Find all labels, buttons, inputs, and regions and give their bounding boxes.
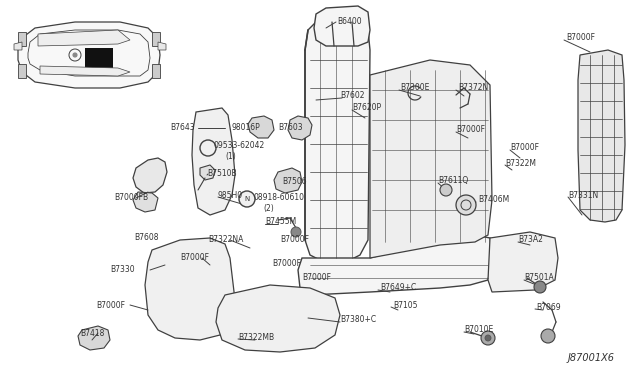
Text: B7069: B7069 xyxy=(536,302,561,311)
Polygon shape xyxy=(200,165,215,180)
Text: B7418: B7418 xyxy=(80,328,104,337)
Circle shape xyxy=(481,331,495,345)
Text: B7608: B7608 xyxy=(134,232,159,241)
Polygon shape xyxy=(14,42,22,50)
Text: B6400: B6400 xyxy=(337,17,362,26)
Text: B7000F: B7000F xyxy=(456,125,485,135)
Text: B7611Q: B7611Q xyxy=(438,176,468,186)
Text: B7322NA: B7322NA xyxy=(208,235,243,244)
Circle shape xyxy=(73,53,77,57)
Polygon shape xyxy=(145,238,235,340)
Text: 98016P: 98016P xyxy=(231,124,260,132)
Bar xyxy=(18,32,26,46)
Polygon shape xyxy=(305,18,370,260)
Text: B73A2: B73A2 xyxy=(518,235,543,244)
Text: B7602: B7602 xyxy=(340,90,365,99)
Polygon shape xyxy=(248,116,274,138)
Polygon shape xyxy=(488,232,558,292)
Circle shape xyxy=(291,227,301,237)
Text: N: N xyxy=(244,196,249,202)
Text: B7331N: B7331N xyxy=(568,190,598,199)
Text: B7322M: B7322M xyxy=(505,158,536,167)
Text: B7649+C: B7649+C xyxy=(380,283,416,292)
Polygon shape xyxy=(314,6,370,46)
Text: B7510B: B7510B xyxy=(207,169,237,177)
Text: B7643: B7643 xyxy=(170,124,195,132)
Text: B7000F: B7000F xyxy=(272,260,301,269)
Text: B7380+C: B7380+C xyxy=(340,315,376,324)
Text: B7620P: B7620P xyxy=(352,103,381,112)
Text: B7300E: B7300E xyxy=(400,83,429,93)
Text: B7000F: B7000F xyxy=(510,144,539,153)
Text: B7455M: B7455M xyxy=(265,218,296,227)
Text: B7105: B7105 xyxy=(393,301,417,310)
Text: 985H0: 985H0 xyxy=(218,190,243,199)
Circle shape xyxy=(239,191,255,207)
Text: B7000F: B7000F xyxy=(302,273,331,282)
Circle shape xyxy=(456,195,476,215)
Text: B7322MB: B7322MB xyxy=(238,333,274,341)
Text: B7000F: B7000F xyxy=(280,235,309,244)
Polygon shape xyxy=(274,168,302,193)
Text: (2): (2) xyxy=(263,205,274,214)
Text: B7372N: B7372N xyxy=(458,83,488,93)
Polygon shape xyxy=(18,22,160,88)
Text: 09533-62042: 09533-62042 xyxy=(213,141,264,150)
Bar xyxy=(152,64,160,78)
Polygon shape xyxy=(38,30,130,46)
Text: B7000FB: B7000FB xyxy=(114,193,148,202)
Bar xyxy=(152,32,160,46)
Circle shape xyxy=(200,140,216,156)
Text: B7000F: B7000F xyxy=(96,301,125,310)
Text: (1): (1) xyxy=(225,153,236,161)
Circle shape xyxy=(440,184,452,196)
Text: B7010E: B7010E xyxy=(464,326,493,334)
Polygon shape xyxy=(158,42,166,50)
Text: B7603: B7603 xyxy=(278,124,303,132)
Text: 08918-60610: 08918-60610 xyxy=(253,192,304,202)
Bar xyxy=(18,64,26,78)
Circle shape xyxy=(534,281,546,293)
Text: B7000F: B7000F xyxy=(180,253,209,263)
Polygon shape xyxy=(216,285,340,352)
Polygon shape xyxy=(40,66,130,76)
Text: B7501A: B7501A xyxy=(524,273,554,282)
Polygon shape xyxy=(578,50,625,222)
Text: J87001X6: J87001X6 xyxy=(568,353,615,363)
Polygon shape xyxy=(298,235,492,295)
Polygon shape xyxy=(288,116,312,140)
Polygon shape xyxy=(133,192,158,212)
Polygon shape xyxy=(133,158,167,193)
Circle shape xyxy=(541,329,555,343)
Polygon shape xyxy=(78,326,110,350)
Polygon shape xyxy=(192,108,235,215)
Bar xyxy=(85,48,113,68)
Text: B7000F: B7000F xyxy=(566,33,595,42)
Circle shape xyxy=(485,335,491,341)
Text: B7330: B7330 xyxy=(110,266,134,275)
Text: B7406M: B7406M xyxy=(478,196,509,205)
Text: B7506: B7506 xyxy=(282,176,307,186)
Polygon shape xyxy=(370,60,492,258)
